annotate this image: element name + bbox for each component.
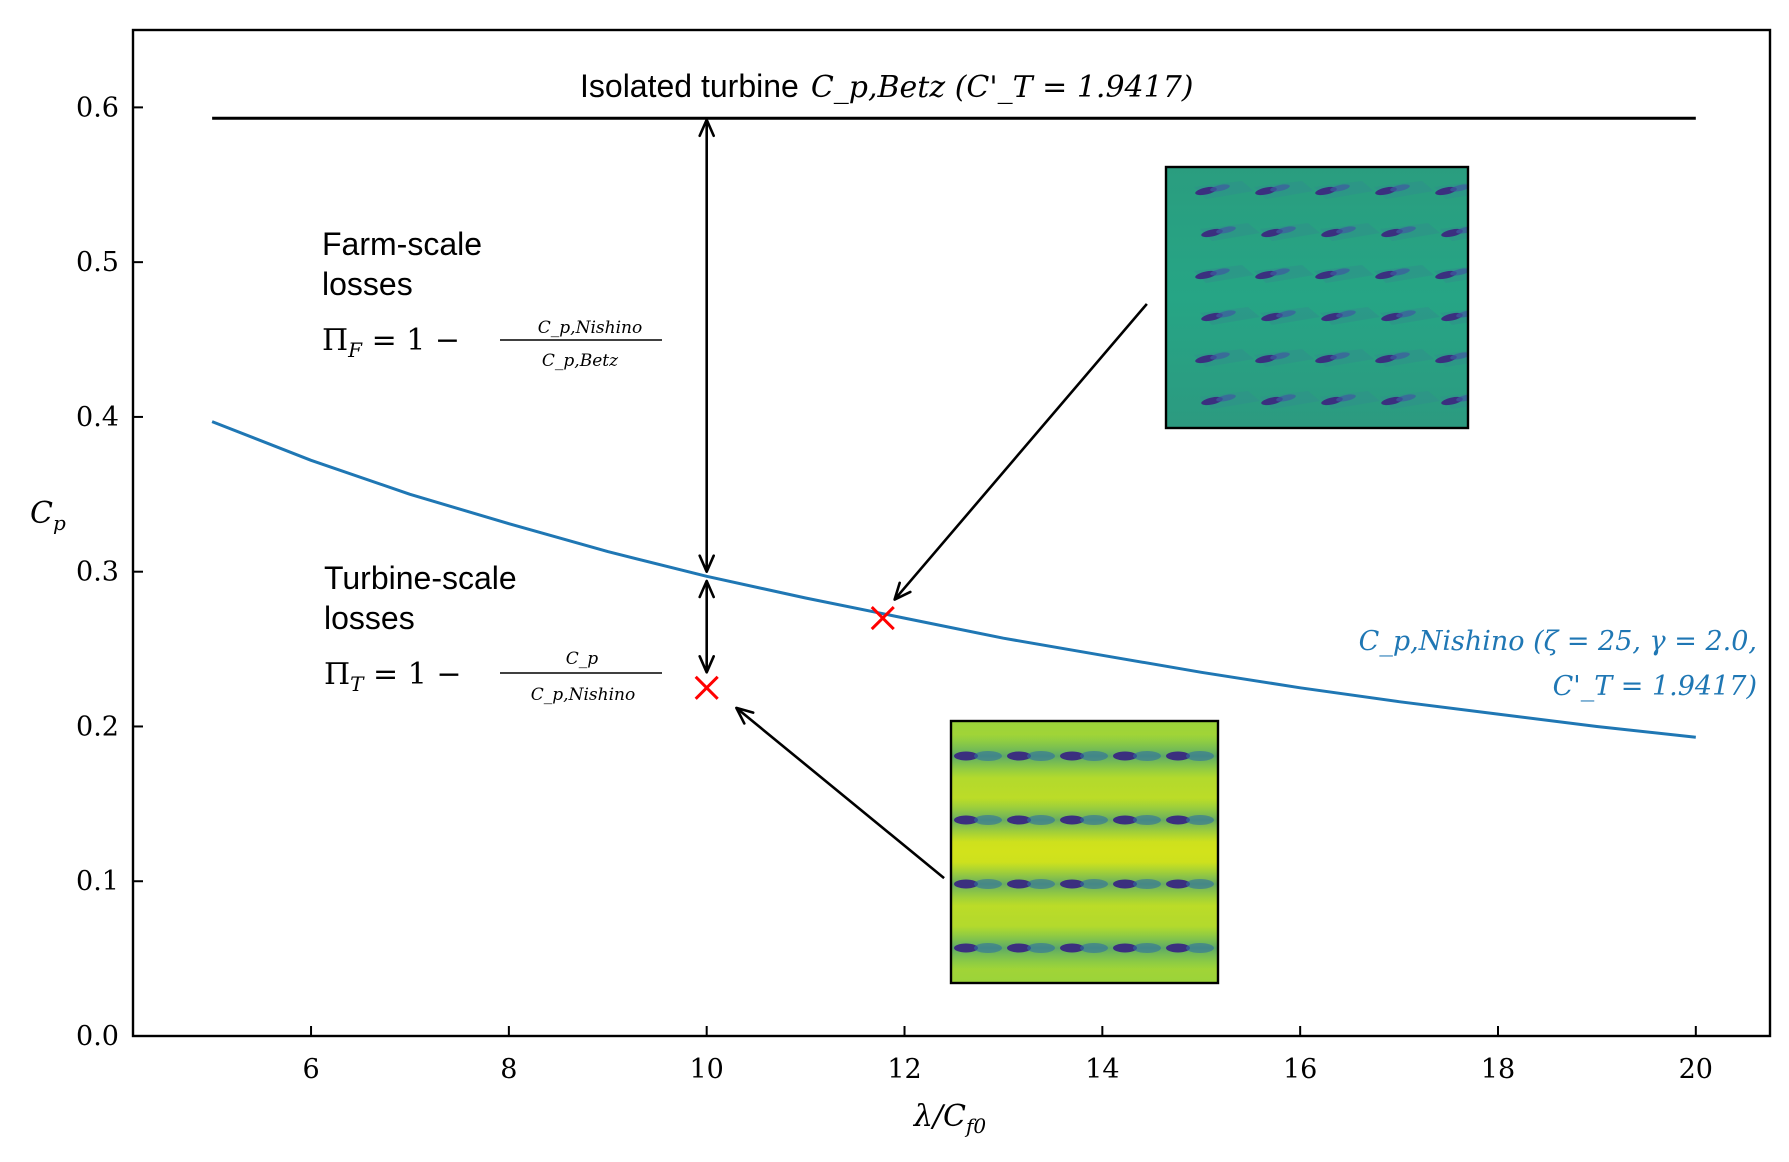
farm-losses-formula: ΠF = 1 − C_p,Nishino C_p,Betz [322, 318, 662, 371]
x-tick-label: 10 [690, 1054, 724, 1085]
x-tick-label: 18 [1481, 1054, 1515, 1085]
farm-losses-title-line1: Farm-scale [322, 226, 482, 262]
annotation-arrow [893, 303, 1148, 601]
staggered-farm-flow-field [1166, 167, 1468, 428]
turbine-losses-title-line1: Turbine-scale [324, 560, 517, 596]
x-tick-label: 16 [1283, 1054, 1317, 1085]
x-axis-title: λ/Cf0 [913, 1099, 986, 1138]
svg-text:C_p,Betz: C_p,Betz [542, 351, 619, 371]
svg-text:C_p,Nishino: C_p,Nishino [538, 318, 642, 338]
turbine-losses-formula: ΠT = 1 − C_p C_p,Nishino [324, 649, 662, 705]
svg-text:ΠF = 1 −: ΠF = 1 − [322, 323, 460, 362]
red-x-marker [870, 606, 895, 631]
nishino-label-line2: C'_T = 1.9417) [1553, 671, 1757, 702]
y-tick-label: 0.2 [76, 711, 119, 742]
svg-text:C_p,Nishino: C_p,Nishino [531, 685, 635, 705]
x-axis: 6 8 10 12 14 16 18 20 [302, 1026, 1713, 1085]
x-tick-label: 20 [1679, 1054, 1713, 1085]
aligned-farm-flow-field [951, 721, 1218, 983]
x-tick-label: 6 [302, 1054, 319, 1085]
y-tick-label: 0.6 [76, 92, 119, 123]
svg-text:ΠT = 1 −: ΠT = 1 − [324, 657, 461, 696]
x-tick-label: 14 [1085, 1054, 1119, 1085]
turbine-losses-title-line2: losses [324, 600, 415, 636]
arrow-layer [698, 118, 1148, 880]
y-tick-label: 0.1 [76, 866, 119, 897]
plot-frame [131, 28, 1772, 1038]
nishino-curve [211, 420, 1696, 739]
y-axis-title: Cp [30, 496, 66, 535]
y-axis: 0.0 0.1 0.2 0.3 0.4 0.5 0.6 [76, 92, 143, 1052]
x-tick-label: 12 [887, 1054, 921, 1085]
svg-text:C_p: C_p [566, 649, 599, 669]
y-tick-label: 0.4 [76, 402, 119, 433]
y-tick-label: 0.0 [76, 1021, 119, 1052]
farm-losses-title-line2: losses [322, 266, 413, 302]
y-tick-label: 0.3 [76, 557, 119, 588]
staggered-farm-inset-border [1164, 165, 1470, 430]
betz-label: Isolated turbine C_p,Betz (C'_T = 1.9417… [580, 68, 1194, 105]
marker-layer [694, 606, 895, 700]
red-x-marker [694, 675, 719, 700]
series-layer [211, 116, 1696, 739]
y-tick-label: 0.5 [76, 247, 119, 278]
annotation-arrow [735, 706, 945, 880]
nishino-label-line1: C_p,Nishino (ζ = 25, γ = 2.0, [1359, 626, 1757, 657]
x-tick-label: 8 [500, 1054, 517, 1085]
aligned-farm-inset-border [949, 719, 1220, 985]
